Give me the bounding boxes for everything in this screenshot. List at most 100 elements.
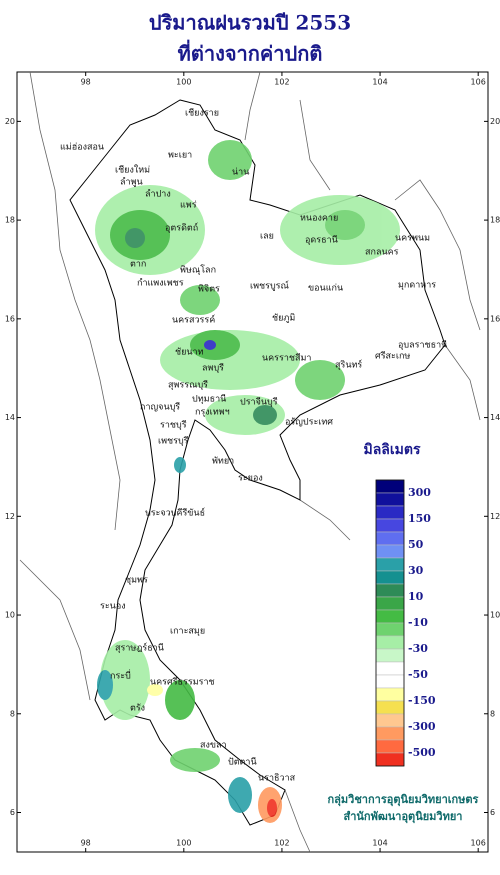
place-label: สุพรรณบุรี	[168, 380, 208, 391]
y-tick-label: 14	[5, 413, 15, 422]
y-tick-label: 18	[5, 216, 15, 225]
y-tick-label: 8	[490, 709, 495, 718]
place-label: ตรัง	[130, 704, 145, 714]
place-label: นราธิวาส	[258, 773, 296, 784]
place-label: มุกดาหาร	[398, 281, 436, 291]
legend-swatch	[375, 492, 405, 507]
x-tick-label: 98	[81, 839, 91, 848]
place-labels: เชียงราย แม่ฮ่องสอน เชียงใหม่ พะเยา น่าน…	[60, 108, 447, 784]
legend-label: -500	[408, 746, 436, 759]
place-label: เกาะสมุย	[170, 627, 205, 637]
place-label: ราชบุรี	[160, 420, 187, 431]
place-label: เพชรบุรี	[158, 436, 189, 447]
place-label: อุตรดิตถ์	[165, 222, 198, 234]
legend-swatch	[375, 479, 405, 494]
place-label: ตาก	[130, 260, 146, 270]
x-tick-label: 102	[274, 78, 289, 87]
place-label: สุรินทร์	[335, 359, 362, 371]
y-tick-label: 20	[5, 117, 15, 126]
x-tick-label: 100	[176, 839, 191, 848]
place-label: ปัตตานี	[228, 757, 257, 768]
place-label: พิจิตร	[198, 284, 220, 295]
place-label: สกลนคร	[365, 248, 399, 258]
place-label: สงขลา	[200, 741, 227, 751]
place-label: ระนอง	[100, 602, 126, 612]
legend-label: -30	[408, 642, 428, 655]
legend-label: 300	[408, 486, 431, 499]
place-label: น่าน	[232, 168, 249, 178]
place-label: ศรีสะเกษ	[375, 351, 410, 362]
place-label: ชัยนาท	[175, 348, 204, 358]
y-tick-label: 10	[5, 611, 15, 620]
legend-label: 150	[408, 512, 431, 525]
place-label: ประจวบคีรีขันธ์	[145, 507, 205, 519]
x-tick-label: 104	[372, 839, 387, 848]
y-tick-label: 18	[490, 216, 500, 225]
legend-label: -300	[408, 720, 436, 733]
legend-box	[375, 479, 405, 767]
place-label: นครศรีธรรมราช	[150, 677, 215, 688]
legend-swatch	[375, 583, 405, 598]
x-tick-label: 106	[471, 78, 486, 87]
place-label: พิษณุโลก	[180, 265, 216, 276]
legend-swatch	[375, 635, 405, 650]
place-label: สุราษฎร์ธานี	[115, 642, 164, 654]
place-label: เลย	[260, 232, 274, 242]
place-label: ขอนแก่น	[308, 284, 343, 294]
legend-label: 30	[408, 564, 424, 577]
legend-swatch	[375, 609, 405, 624]
place-label: กระบี่	[110, 669, 131, 682]
legend-swatch	[375, 622, 405, 637]
place-label: พะเยา	[168, 151, 192, 161]
place-label: อรัญประเทศ	[285, 418, 333, 428]
y-tick-label: 16	[5, 314, 15, 323]
place-label: นครราชสีมา	[262, 353, 311, 364]
legend-swatch	[375, 739, 405, 754]
place-label: ลำพูน	[120, 177, 143, 188]
place-label: กาญจนบุรี	[140, 402, 180, 413]
place-label: พัทยา	[212, 457, 234, 467]
legend-swatch	[375, 518, 405, 533]
legend-swatch	[375, 648, 405, 663]
y-tick-label: 8	[10, 709, 15, 718]
place-label: เชียงใหม่	[115, 165, 150, 176]
place-label: อุดรธานี	[305, 235, 338, 246]
x-tick-label: 102	[274, 839, 289, 848]
legend-swatch	[375, 505, 405, 520]
legend-title: มิลลิเมตร	[363, 442, 420, 458]
x-tick-label: 100	[176, 78, 191, 87]
place-label: อุบลราชธานี	[398, 340, 447, 351]
legend-label: -50	[408, 668, 428, 681]
legend-swatch	[375, 596, 405, 611]
legend-swatch	[375, 687, 405, 702]
map-layer	[19, 71, 481, 853]
place-label: กำแพงเพชร	[137, 278, 184, 289]
credit-line: กลุ่มวิชาการอุตุนิยมวิทยาเกษตร	[328, 793, 479, 807]
legend-label: 50	[408, 538, 424, 551]
y-tick-label: 12	[5, 512, 15, 521]
legend-label: -150	[408, 694, 436, 707]
place-label: แพร่	[180, 201, 197, 211]
legend-swatch	[375, 674, 405, 689]
x-tick-label: 104	[372, 78, 387, 87]
place-label: ปทุมธานี	[192, 394, 226, 405]
legend-swatch	[375, 752, 405, 767]
legend-swatch	[375, 713, 405, 728]
title-line: ปริมาณฝนรวมปี 2553	[149, 11, 351, 35]
legend-swatch	[375, 557, 405, 572]
neighbor-border	[19, 71, 481, 853]
y-tick-label: 16	[490, 314, 500, 323]
legend-label: 10	[408, 590, 424, 603]
y-tick-label: 20	[490, 117, 500, 126]
place-label: ลำปาง	[145, 189, 171, 200]
place-label: ชัยภูมิ	[272, 313, 295, 324]
place-label: ลพบุรี	[202, 363, 224, 374]
y-tick-label: 12	[490, 512, 500, 521]
place-label: เพชรบูรณ์	[250, 280, 289, 292]
place-label: นครพนม	[395, 234, 430, 244]
place-label: นครสวรรค์	[172, 314, 215, 326]
legend-swatch	[375, 570, 405, 585]
rain-anomaly	[95, 140, 400, 823]
x-tick-label: 98	[81, 78, 91, 87]
